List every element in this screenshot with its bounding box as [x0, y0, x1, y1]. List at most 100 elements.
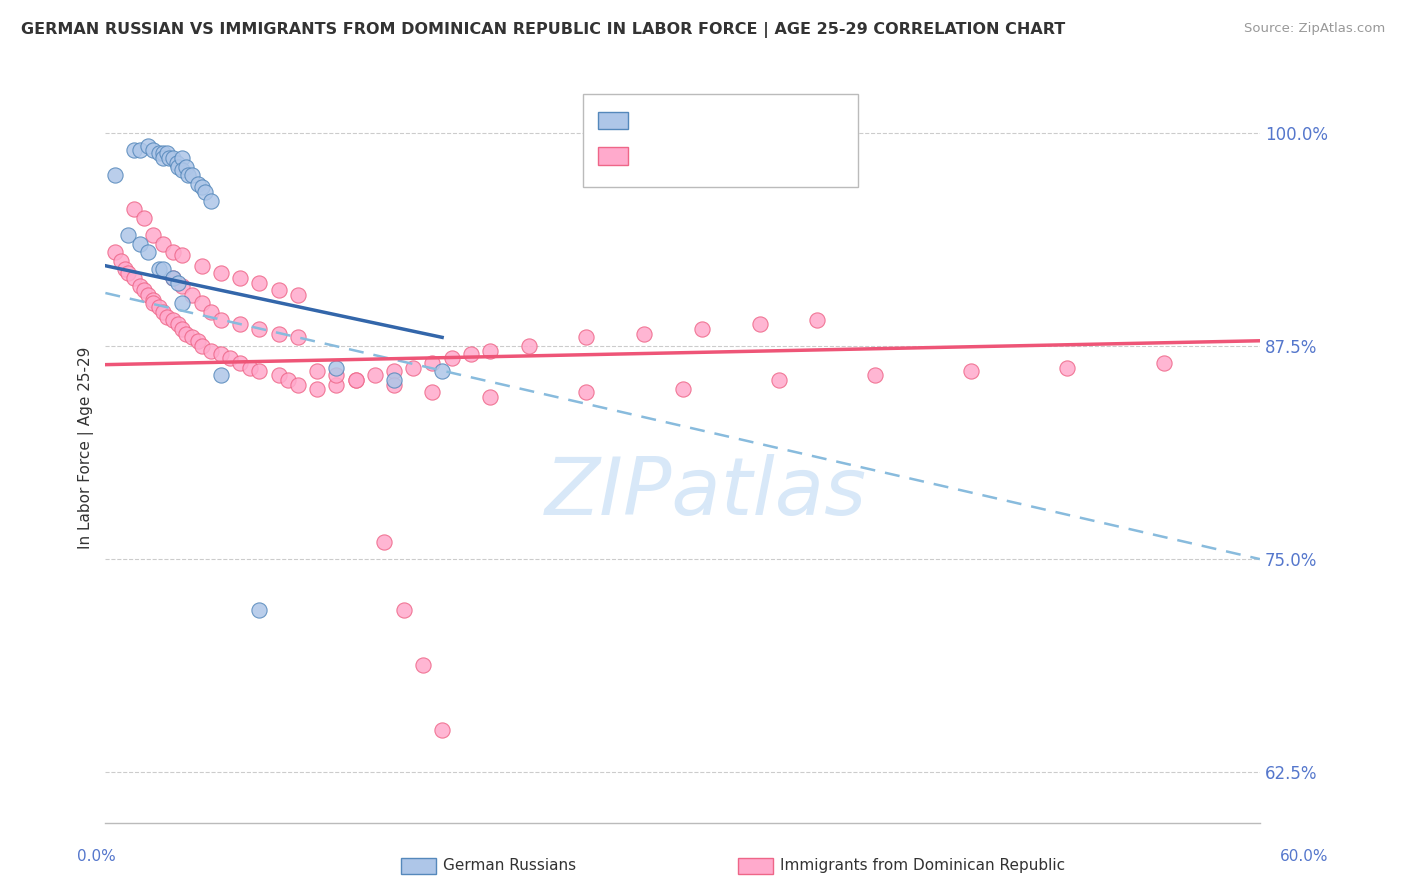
Point — [117, 266, 139, 280]
Point — [110, 253, 132, 268]
Point — [162, 270, 184, 285]
Point — [229, 270, 252, 285]
Point — [479, 344, 502, 359]
Point — [148, 262, 170, 277]
Point — [430, 364, 453, 378]
Point — [239, 361, 262, 376]
Point — [174, 160, 197, 174]
Point — [152, 146, 174, 161]
Point — [200, 344, 222, 359]
Point — [190, 339, 212, 353]
Text: N = 36: N = 36 — [745, 112, 807, 129]
Point — [373, 535, 395, 549]
Point — [166, 156, 188, 170]
Point — [162, 270, 184, 285]
Point — [960, 364, 983, 378]
Point — [479, 390, 502, 404]
Point — [247, 322, 270, 336]
Point — [172, 322, 194, 336]
Point — [267, 368, 290, 382]
Point — [129, 279, 152, 293]
Point — [460, 347, 482, 361]
Point — [422, 356, 444, 370]
Text: German Russians: German Russians — [443, 858, 576, 873]
Point — [344, 373, 367, 387]
Point — [305, 382, 328, 396]
Point — [382, 373, 405, 387]
Point — [190, 296, 212, 310]
Text: R =: R = — [637, 112, 673, 129]
Point — [190, 180, 212, 194]
Point — [209, 368, 232, 382]
Point — [129, 236, 152, 251]
Point — [187, 334, 209, 348]
Y-axis label: In Labor Force | Age 25-29: In Labor Force | Age 25-29 — [79, 347, 94, 549]
Point — [157, 151, 180, 165]
Point — [136, 245, 159, 260]
Point — [575, 330, 598, 344]
Point — [422, 384, 444, 399]
Point — [142, 143, 165, 157]
Point — [104, 169, 127, 183]
Point — [863, 368, 886, 382]
Point — [267, 326, 290, 341]
Point — [132, 283, 155, 297]
Point — [114, 262, 136, 277]
Point — [136, 287, 159, 301]
Point — [672, 382, 695, 396]
Point — [162, 245, 184, 260]
Point — [172, 151, 194, 165]
Point — [392, 603, 415, 617]
Point — [1153, 356, 1175, 370]
Point — [122, 270, 145, 285]
Point — [200, 194, 222, 208]
Point — [167, 160, 190, 174]
Point — [364, 368, 387, 382]
Point — [1056, 361, 1078, 376]
Point — [104, 245, 127, 260]
Point — [152, 262, 174, 277]
Text: R =: R = — [637, 147, 673, 165]
Point — [305, 364, 328, 378]
Point — [440, 351, 463, 365]
Point — [167, 276, 190, 290]
Point — [287, 829, 309, 843]
Point — [177, 169, 200, 183]
Point — [148, 146, 170, 161]
Point — [181, 330, 204, 344]
Point — [181, 169, 204, 183]
Point — [172, 279, 194, 293]
Point — [412, 657, 434, 672]
Point — [122, 202, 145, 217]
Point — [172, 163, 194, 178]
Point — [181, 287, 204, 301]
Point — [174, 326, 197, 341]
Point — [287, 378, 309, 392]
Point — [325, 361, 347, 376]
Text: Source: ZipAtlas.com: Source: ZipAtlas.com — [1244, 22, 1385, 36]
Point — [162, 313, 184, 327]
Point — [382, 378, 405, 392]
Point — [117, 227, 139, 242]
Point — [344, 373, 367, 387]
Point — [152, 236, 174, 251]
Point — [806, 313, 828, 327]
Text: ZIPatlas: ZIPatlas — [544, 454, 866, 533]
Point — [209, 313, 232, 327]
Point — [690, 322, 713, 336]
Point — [142, 293, 165, 307]
Point — [152, 305, 174, 319]
Point — [122, 143, 145, 157]
Text: Immigrants from Dominican Republic: Immigrants from Dominican Republic — [780, 858, 1066, 873]
Text: 60.0%: 60.0% — [1281, 849, 1329, 864]
Point — [209, 266, 232, 280]
Point — [287, 330, 309, 344]
Point — [277, 373, 299, 387]
Point — [382, 364, 405, 378]
Point — [209, 347, 232, 361]
Text: -0.051: -0.051 — [671, 112, 730, 129]
Point — [267, 283, 290, 297]
Point — [748, 317, 770, 331]
Point — [768, 373, 790, 387]
Point — [325, 378, 347, 392]
